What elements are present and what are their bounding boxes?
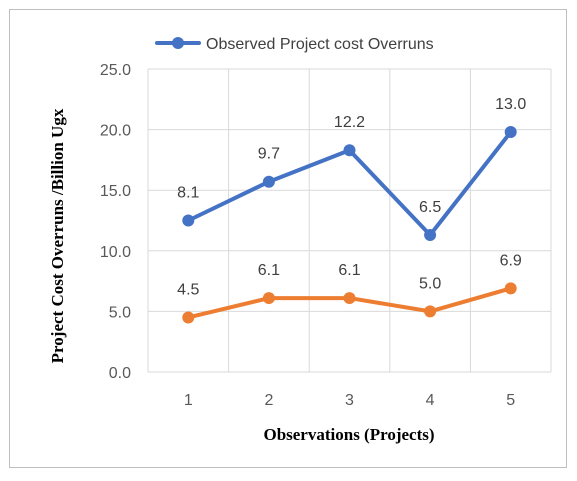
y-tick-label: 25.0 — [100, 62, 131, 79]
data-label: 5.0 — [419, 275, 441, 292]
y-tick-label: 5.0 — [109, 304, 131, 321]
x-axis-title: Observations (Projects) — [263, 425, 434, 444]
data-point — [182, 214, 195, 227]
x-tick-label: 5 — [506, 392, 515, 409]
x-tick-label: 3 — [345, 392, 354, 409]
data-point — [262, 292, 275, 305]
x-axis-ticks: 1 2 3 4 5 — [184, 392, 515, 409]
data-label: 9.7 — [258, 146, 280, 163]
data-point — [504, 282, 517, 295]
data-point — [424, 305, 437, 318]
data-point — [343, 292, 356, 305]
legend: Observed Project cost Overruns — [155, 36, 434, 53]
data-label: 12.2 — [334, 114, 365, 131]
x-tick-label: 2 — [264, 392, 273, 409]
data-label: 6.1 — [338, 262, 360, 279]
y-tick-label: 0.0 — [109, 365, 131, 382]
data-label: 8.1 — [177, 185, 199, 202]
data-point — [424, 229, 437, 242]
data-point — [262, 175, 275, 188]
data-point — [182, 311, 195, 324]
data-point — [504, 126, 517, 139]
y-tick-label: 15.0 — [100, 183, 131, 200]
chart-frame — [9, 9, 567, 468]
x-tick-label: 1 — [184, 392, 193, 409]
series-layer: 8.1 9.7 12.2 6.5 13.0 4.5 6.1 6.1 5.0 6.9 — [177, 96, 526, 324]
data-label: 4.5 — [177, 281, 199, 298]
legend-marker — [172, 37, 184, 49]
y-axis-ticks: 0.0 5.0 10.0 15.0 20.0 25.0 — [100, 62, 131, 382]
data-point — [343, 144, 356, 157]
x-tick-label: 4 — [426, 392, 435, 409]
data-label: 13.0 — [495, 96, 526, 113]
legend-label: Observed Project cost Overruns — [206, 36, 434, 53]
y-axis-title: Project Cost Overruns /Billion Ugx — [48, 108, 67, 363]
y-tick-label: 20.0 — [100, 123, 131, 140]
data-label: 6.1 — [258, 262, 280, 279]
data-label: 6.9 — [500, 252, 522, 269]
y-tick-label: 10.0 — [100, 244, 131, 261]
data-label: 6.5 — [419, 199, 441, 216]
